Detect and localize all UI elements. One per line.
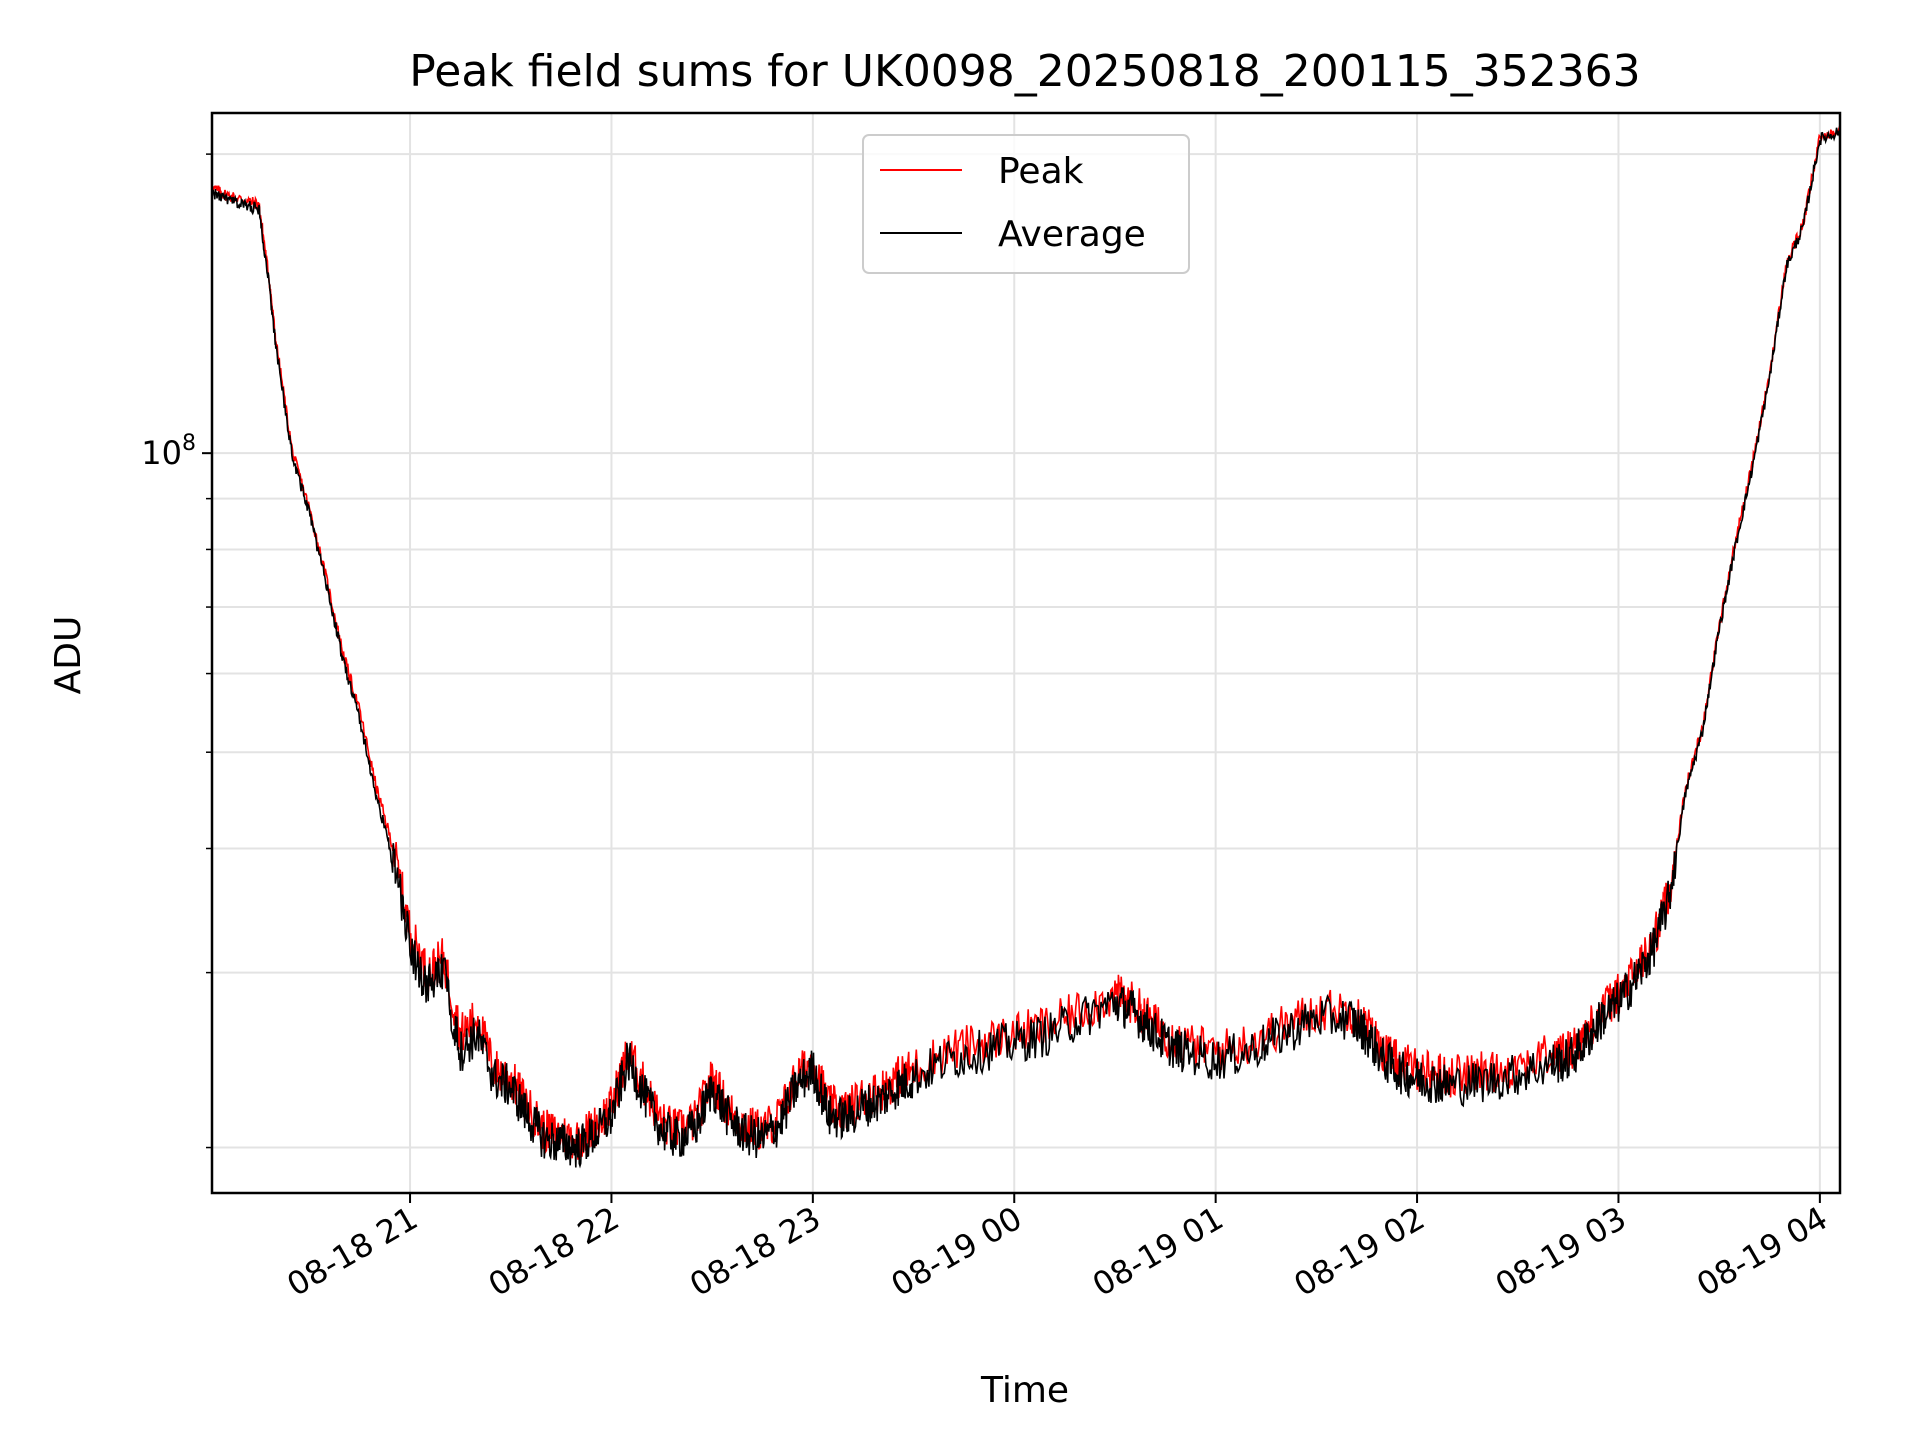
legend: Peak Average bbox=[862, 134, 1190, 274]
grid bbox=[212, 113, 1840, 1193]
y-axis-ticks: 108 bbox=[141, 153, 212, 1149]
series-line-average bbox=[212, 127, 1840, 1169]
y-tick-base: 10 bbox=[141, 434, 182, 472]
plot-frame bbox=[210, 111, 1842, 1195]
y-tick-label: 108 bbox=[141, 431, 196, 472]
chart-title: Peak field sums for UK0098_20250818_2001… bbox=[409, 46, 1640, 97]
series-lines bbox=[212, 125, 1840, 1169]
legend-label-peak: Peak bbox=[998, 151, 1084, 192]
y-axis-label: ADU bbox=[48, 616, 89, 695]
x-axis-label: Time bbox=[980, 1370, 1069, 1411]
y-tick-exponent: 8 bbox=[182, 431, 196, 456]
legend-label-average: Average bbox=[998, 214, 1146, 255]
